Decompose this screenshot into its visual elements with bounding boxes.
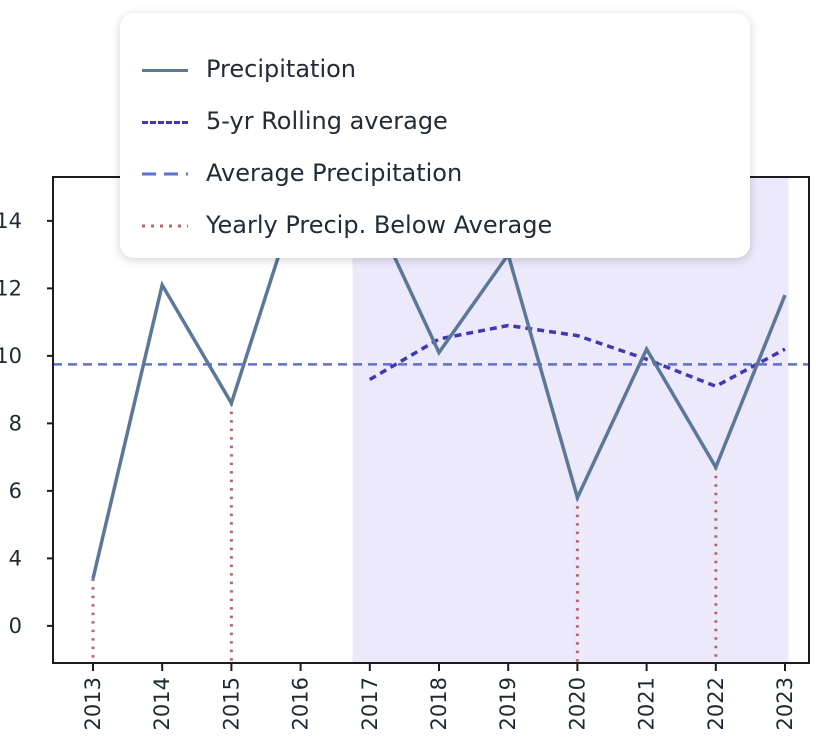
x-tick-label-2019: 2019 — [496, 677, 520, 730]
x-tick-label-2014: 2014 — [150, 677, 174, 730]
legend-swatch-average-precipitation — [142, 172, 188, 176]
y-tick-label-5: 12 — [0, 276, 22, 300]
x-tick-label-2020: 2020 — [565, 677, 589, 730]
y-tick-label-3: 8 — [9, 411, 22, 435]
x-tick-label-2013: 2013 — [81, 677, 105, 730]
legend-item-rolling-average: 5-yr Rolling average — [120, 103, 750, 143]
x-tick-label-2018: 2018 — [427, 677, 451, 730]
legend-swatch-rolling-average — [142, 121, 188, 124]
legend-label-rolling-average: 5-yr Rolling average — [206, 107, 448, 135]
x-tick-label-2016: 2016 — [289, 677, 313, 730]
rolling-average-line — [368, 323, 786, 389]
rolling-average-shaded-region — [352, 177, 789, 663]
legend-label-precipitation: Precipitation — [206, 55, 357, 83]
y-tick-label-0: 0 — [9, 614, 22, 638]
x-tick-label-2022: 2022 — [704, 677, 728, 730]
legend-item-average-precipitation-label: Average Precipitation — [120, 155, 750, 195]
legend-label-below-average: Yearly Precip. Below Average — [206, 211, 553, 239]
precipitation-line — [91, 185, 787, 580]
legend-item-below-average: Yearly Precip. Below Average — [120, 207, 750, 247]
x-tick-label-2015: 2015 — [219, 677, 243, 730]
legend: Precipitation 5-yr Rolling average Avera… — [120, 13, 750, 258]
legend-item-average-precipitation — [120, 155, 750, 195]
legend-swatch-precipitation — [142, 69, 188, 72]
y-tick-label-6: 14 — [0, 209, 22, 233]
y-tick-label-4: 10 — [0, 344, 22, 368]
y-tick-label-1: 4 — [9, 546, 22, 570]
x-tick-label-2023: 2023 — [773, 677, 797, 730]
legend-item-precipitation: Precipitation — [120, 51, 750, 91]
x-tick-label-2021: 2021 — [635, 677, 659, 730]
x-tick-label-2017: 2017 — [358, 677, 382, 730]
y-tick-label-2: 6 — [9, 479, 22, 503]
legend-label-average-precipitation: Average Precipitation — [206, 159, 463, 187]
legend-swatch-below-average — [142, 224, 188, 228]
